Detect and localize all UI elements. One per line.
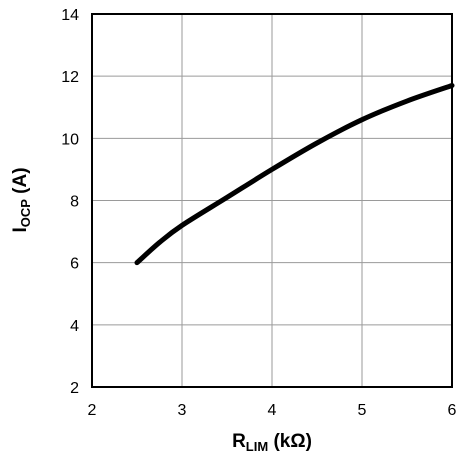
- x-axis-label-sub: LIM: [246, 439, 268, 454]
- plot-frame: [91, 13, 453, 388]
- y-tick-label: 6: [70, 256, 79, 273]
- y-axis-label-sub: OCP: [18, 199, 33, 228]
- x-tick-label: 4: [268, 402, 277, 419]
- x-axis-label-unit: (kΩ): [268, 431, 312, 452]
- y-tick-label: 14: [61, 7, 79, 24]
- y-tick-labels: 2 4 6 8 10 12 14: [61, 7, 79, 397]
- y-tick-label: 12: [61, 69, 79, 86]
- y-axis-label: IOCP (A): [10, 167, 33, 232]
- y-axis-label-main: I: [10, 227, 31, 232]
- y-axis-label-unit: (A): [10, 167, 31, 199]
- x-tick-labels: 2 3 4 5 6: [88, 402, 457, 419]
- series-line: [134, 82, 455, 266]
- x-tick-label: 5: [358, 402, 367, 419]
- y-tick-label: 10: [61, 131, 79, 148]
- grid-lines: [91, 13, 453, 388]
- y-tick-label: 8: [70, 194, 79, 211]
- x-axis-label-main: R: [232, 431, 246, 452]
- y-tick-label: 4: [70, 318, 79, 335]
- x-tick-label: 6: [448, 402, 457, 419]
- x-axis-label: RLIM (kΩ): [232, 431, 312, 454]
- x-tick-label: 2: [88, 402, 97, 419]
- series-group: [134, 82, 455, 266]
- y-tick-label: 2: [70, 380, 79, 397]
- x-tick-label: 3: [178, 402, 187, 419]
